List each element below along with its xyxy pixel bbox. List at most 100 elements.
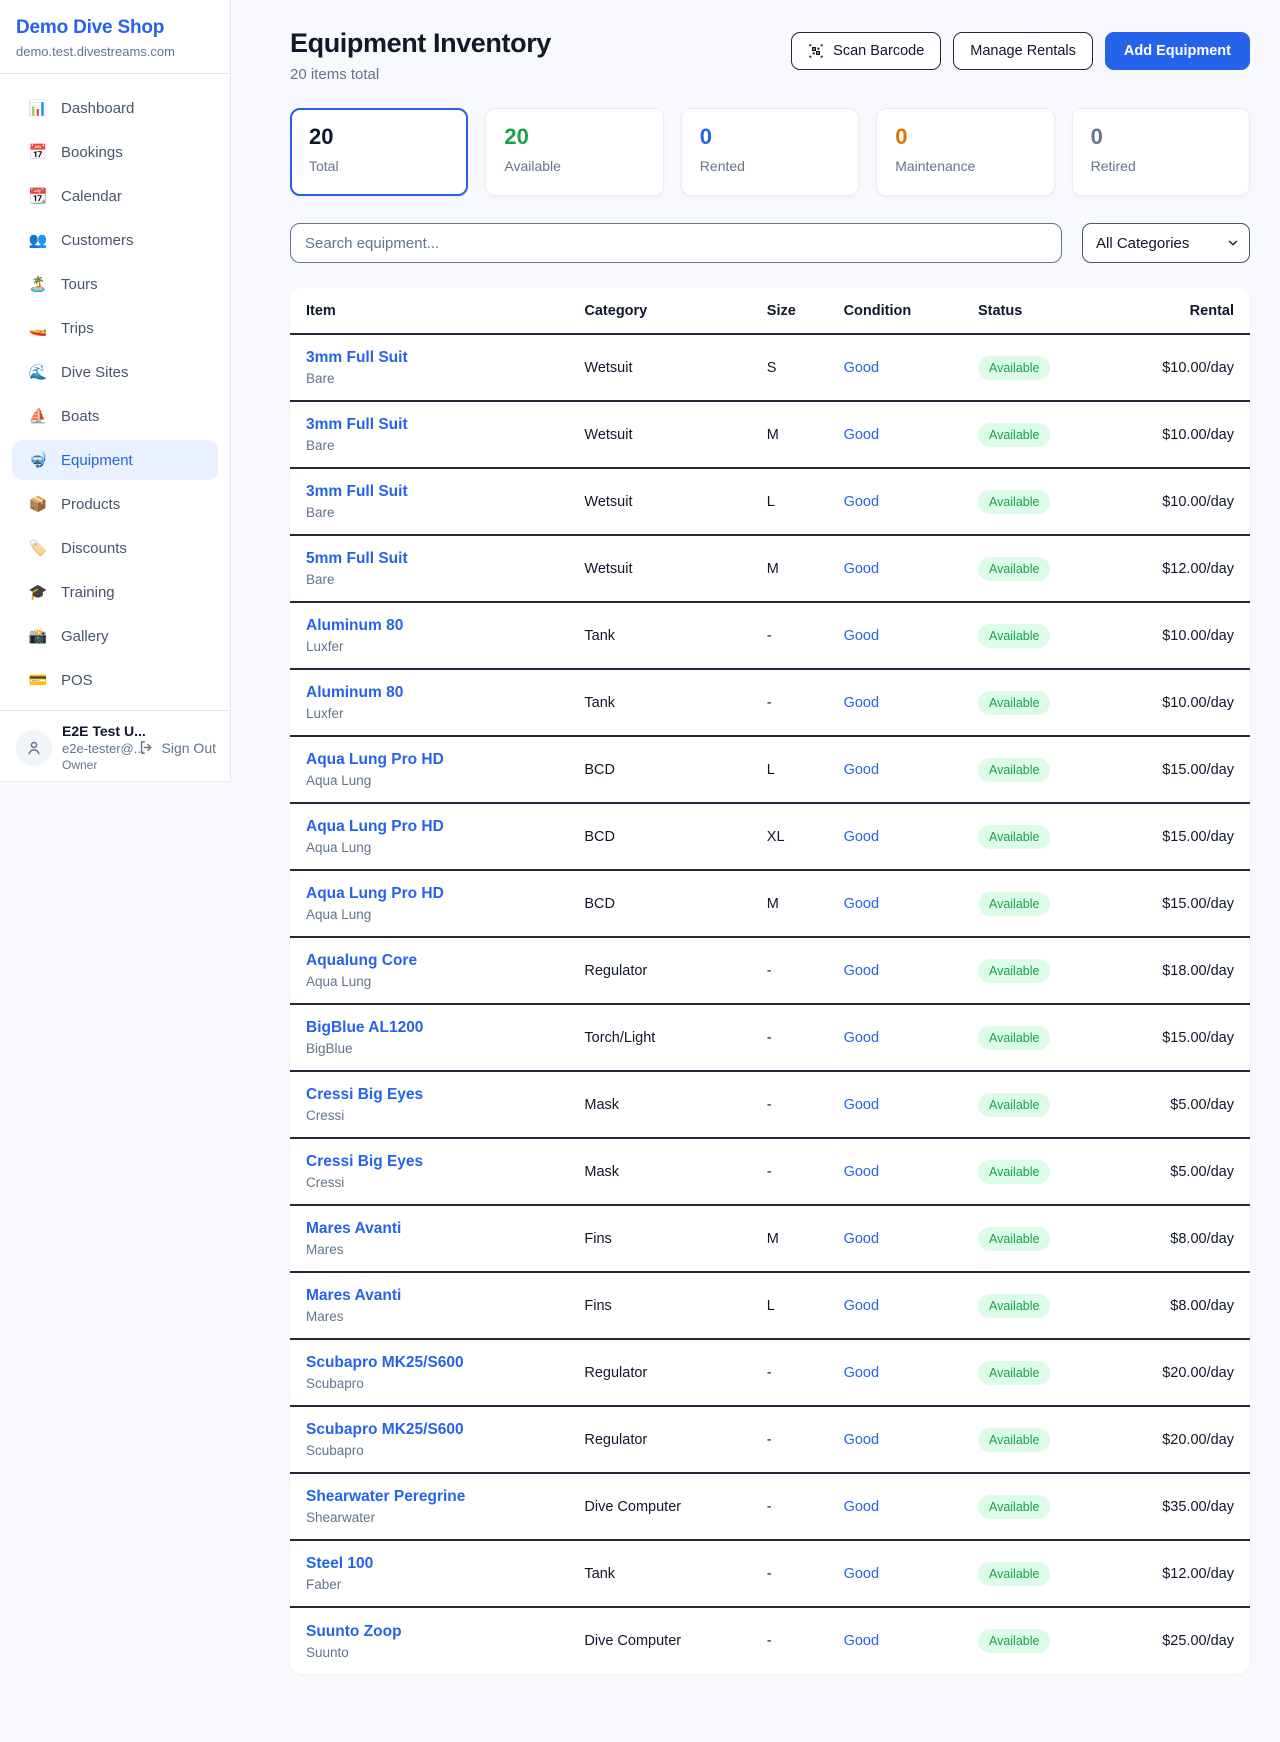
- item-rental-rate: $10.00/day: [1105, 669, 1250, 737]
- item-name-link[interactable]: Aqua Lung Pro HD: [306, 885, 444, 902]
- sign-out-button[interactable]: Sign Out: [138, 739, 216, 756]
- sidebar-item[interactable]: 📅 Bookings: [12, 132, 218, 172]
- condition-link[interactable]: Good: [843, 1633, 880, 1649]
- sidebar-item[interactable]: 📦 Products: [12, 484, 218, 524]
- item-name-link[interactable]: Steel 100: [306, 1555, 374, 1572]
- sidebar-item[interactable]: 🎓 Training: [12, 572, 218, 612]
- condition-link[interactable]: Good: [843, 359, 880, 376]
- table-row: Suunto Zoop Suunto Dive Computer - Good …: [290, 1607, 1250, 1674]
- condition-link[interactable]: Good: [843, 1431, 880, 1448]
- item-name-link[interactable]: Cressi Big Eyes: [306, 1086, 424, 1103]
- status-badge: Available: [977, 489, 1051, 514]
- sidebar-item-icon: 🏝️: [28, 276, 48, 293]
- stat-card[interactable]: 20 Total: [290, 108, 469, 196]
- condition-link[interactable]: Good: [843, 1096, 880, 1113]
- condition-link[interactable]: Good: [843, 1230, 880, 1247]
- add-equipment-button[interactable]: Add Equipment: [1104, 32, 1250, 70]
- sidebar-item-icon: 🚤: [28, 320, 48, 337]
- item-name-link[interactable]: Aluminum 80: [306, 684, 404, 701]
- item-name-link[interactable]: Scubapro MK25/S600: [306, 1354, 464, 1371]
- sidebar-item-icon: 🌊: [28, 364, 48, 381]
- item-name-link[interactable]: Aqua Lung Pro HD: [306, 751, 444, 768]
- sidebar-item[interactable]: 🌊 Dive Sites: [12, 352, 218, 392]
- item-name-link[interactable]: 3mm Full Suit: [306, 416, 408, 433]
- item-size: -: [750, 1004, 828, 1072]
- sidebar-item-icon: 📊: [28, 100, 48, 117]
- condition-link[interactable]: Good: [843, 1364, 880, 1381]
- add-equipment-label: Add Equipment: [1123, 43, 1231, 59]
- condition-link[interactable]: Good: [843, 895, 880, 912]
- sidebar-item[interactable]: 🚤 Trips: [12, 308, 218, 348]
- item-brand: Mares: [306, 1242, 344, 1257]
- item-name-link[interactable]: Mares Avanti: [306, 1220, 402, 1237]
- manage-rentals-button[interactable]: Manage Rentals: [953, 32, 1093, 70]
- sidebar-item[interactable]: 🏝️ Tours: [12, 264, 218, 304]
- status-badge: Available: [977, 556, 1051, 581]
- sidebar-item[interactable]: 📸 Gallery: [12, 616, 218, 656]
- item-category: Wetsuit: [568, 401, 751, 469]
- item-name-link[interactable]: Aqualung Core: [306, 952, 418, 969]
- item-category: Fins: [568, 1205, 751, 1273]
- stat-card[interactable]: 20 Available: [485, 108, 664, 196]
- condition-link[interactable]: Good: [843, 627, 880, 644]
- category-select[interactable]: All Categories: [1082, 223, 1250, 263]
- item-rental-rate: $8.00/day: [1105, 1205, 1250, 1273]
- sidebar-item-label: Trips: [61, 319, 94, 337]
- condition-link[interactable]: Good: [843, 493, 880, 510]
- item-name-link[interactable]: 5mm Full Suit: [306, 550, 408, 567]
- condition-link[interactable]: Good: [843, 1029, 880, 1046]
- col-condition: Condition: [827, 288, 962, 335]
- condition-link[interactable]: Good: [843, 828, 880, 845]
- item-name-link[interactable]: BigBlue AL1200: [306, 1019, 424, 1036]
- sidebar-item-icon: 📆: [28, 188, 48, 205]
- condition-link[interactable]: Good: [843, 1297, 880, 1314]
- item-name-link[interactable]: Suunto Zoop: [306, 1622, 402, 1640]
- item-name-link[interactable]: Mares Avanti: [306, 1287, 402, 1304]
- item-category: Tank: [568, 602, 751, 670]
- condition-link[interactable]: Good: [843, 1565, 880, 1582]
- sidebar-item[interactable]: 🤿 Equipment: [12, 440, 218, 480]
- condition-link[interactable]: Good: [843, 560, 880, 577]
- sidebar-item[interactable]: 💳 POS: [12, 660, 218, 700]
- condition-link[interactable]: Good: [843, 426, 880, 443]
- user-email: e2e-tester@...: [62, 741, 145, 756]
- item-name-link[interactable]: Shearwater Peregrine: [306, 1488, 466, 1505]
- scan-barcode-button[interactable]: Scan Barcode: [791, 32, 942, 70]
- item-category: Regulator: [568, 937, 751, 1005]
- item-rental-rate: $12.00/day: [1105, 1540, 1250, 1608]
- condition-link[interactable]: Good: [843, 761, 880, 778]
- sidebar-item[interactable]: 👥 Customers: [12, 220, 218, 260]
- table-row: Aqualung Core Aqua Lung Regulator - Good…: [290, 937, 1250, 1005]
- user-meta: E2E Test U... e2e-tester@... Owner: [62, 723, 146, 772]
- stat-card[interactable]: 0 Maintenance: [876, 108, 1055, 196]
- item-brand: Cressi: [306, 1175, 345, 1190]
- condition-link[interactable]: Good: [843, 1498, 880, 1515]
- brand-domain: demo.test.divestreams.com: [16, 44, 175, 59]
- item-name-link[interactable]: Aqua Lung Pro HD: [306, 818, 444, 835]
- condition-link[interactable]: Good: [843, 962, 880, 979]
- sidebar-item[interactable]: 🏷️ Discounts: [12, 528, 218, 568]
- sidebar-item[interactable]: 📊 Dashboard: [12, 88, 218, 128]
- condition-link[interactable]: Good: [843, 694, 880, 711]
- sidebar-item-icon: 👥: [28, 232, 48, 249]
- status-badge: Available: [977, 1025, 1051, 1050]
- condition-link[interactable]: Good: [843, 1163, 880, 1180]
- page-title-block: Equipment Inventory 20 items total: [290, 28, 551, 83]
- col-status: Status: [961, 288, 1106, 335]
- table-header: Item Category Size Condition Status Rent…: [290, 288, 1250, 335]
- stat-card[interactable]: 0 Rented: [680, 108, 860, 196]
- stat-card[interactable]: 0 Retired: [1071, 108, 1250, 196]
- item-name-link[interactable]: Scubapro MK25/S600: [306, 1421, 464, 1438]
- sidebar-item[interactable]: 📆 Calendar: [12, 176, 218, 216]
- item-name-link[interactable]: Cressi Big Eyes: [306, 1153, 424, 1170]
- item-rental-rate: $15.00/day: [1105, 736, 1250, 804]
- search-input[interactable]: [290, 223, 1062, 263]
- sidebar-item[interactable]: ⛵ Boats: [12, 396, 218, 436]
- item-name-link[interactable]: 3mm Full Suit: [306, 483, 408, 500]
- item-name-link[interactable]: Aluminum 80: [306, 617, 404, 634]
- sidebar-item-label: Customers: [61, 231, 134, 249]
- manage-rentals-label: Manage Rentals: [970, 43, 1076, 59]
- status-badge: Available: [977, 1629, 1051, 1653]
- item-rental-rate: $35.00/day: [1105, 1473, 1250, 1541]
- item-name-link[interactable]: 3mm Full Suit: [306, 349, 408, 366]
